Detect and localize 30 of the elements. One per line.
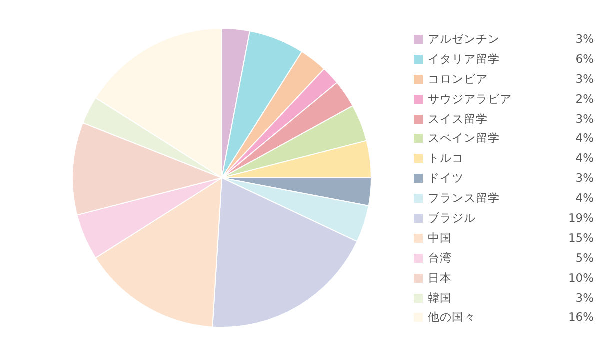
legend-label: フランス留学 — [428, 191, 500, 206]
data-label: 2% — [576, 90, 594, 108]
legend-label: 日本 — [428, 270, 452, 285]
legend-label: 韓国 — [428, 290, 452, 305]
legend-label: 台湾 — [428, 250, 452, 265]
data-label: 16% — [568, 309, 594, 326]
data-label: 3% — [576, 290, 594, 307]
legend-label: アルゼンチン — [428, 32, 500, 46]
data-label: 3% — [576, 170, 594, 188]
legend-label: スペイン留学 — [428, 131, 500, 146]
legend-label: スイス留学 — [428, 112, 488, 126]
data-label: 4% — [576, 190, 594, 208]
legend-label: イタリア留学 — [428, 52, 500, 66]
data-label: 3% — [576, 110, 594, 128]
data-label: 15% — [568, 230, 594, 247]
data-label: 19% — [568, 210, 594, 228]
data-label: 4% — [576, 130, 594, 148]
data-label: 10% — [568, 270, 594, 287]
legend-label: コロンビア — [428, 72, 488, 86]
data-label: 6% — [576, 50, 594, 68]
legend-label: ブラジル — [428, 211, 476, 226]
legend-label: トルコ — [428, 151, 464, 166]
data-label: 3% — [576, 31, 594, 48]
legend-label: ドイツ — [428, 171, 464, 186]
legend-label: 他の国々 — [428, 310, 476, 324]
data-label: 4% — [576, 150, 594, 168]
legend-label: 中国 — [428, 230, 452, 245]
legend-label: サウジアラビア — [428, 92, 512, 106]
data-label: 5% — [576, 250, 594, 267]
data-label: 3% — [576, 70, 594, 88]
